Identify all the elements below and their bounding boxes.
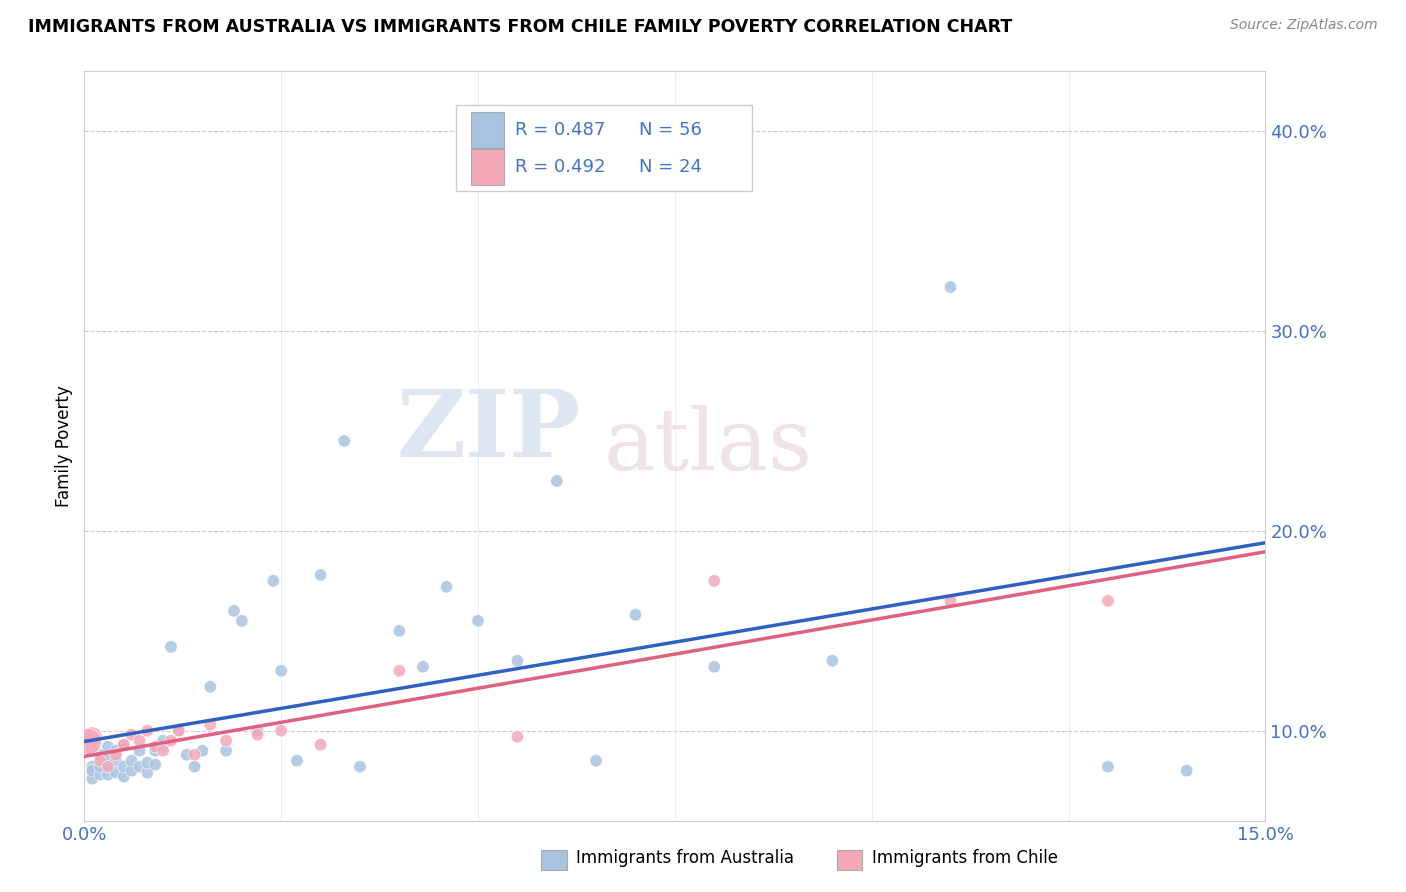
- Point: [231, 614, 253, 628]
- Point: [104, 754, 127, 768]
- Point: [128, 760, 150, 774]
- Point: [939, 280, 962, 294]
- Point: [97, 767, 120, 781]
- Point: [121, 764, 143, 778]
- Text: N = 24: N = 24: [640, 158, 703, 176]
- Point: [112, 760, 135, 774]
- Text: Immigrants from Chile: Immigrants from Chile: [872, 849, 1057, 867]
- Point: [333, 434, 356, 448]
- Point: [82, 760, 104, 774]
- Point: [215, 733, 238, 747]
- Point: [82, 730, 104, 744]
- Point: [546, 474, 568, 488]
- Point: [143, 744, 166, 758]
- Text: R = 0.492: R = 0.492: [516, 158, 606, 176]
- Point: [136, 723, 159, 738]
- Point: [262, 574, 284, 588]
- Text: IMMIGRANTS FROM AUSTRALIA VS IMMIGRANTS FROM CHILE FAMILY POVERTY CORRELATION CH: IMMIGRANTS FROM AUSTRALIA VS IMMIGRANTS …: [28, 18, 1012, 36]
- Text: N = 56: N = 56: [640, 120, 703, 139]
- Point: [215, 744, 238, 758]
- Point: [143, 757, 166, 772]
- Point: [112, 738, 135, 752]
- Point: [349, 760, 371, 774]
- Point: [121, 754, 143, 768]
- Bar: [471, 112, 503, 148]
- Point: [309, 738, 332, 752]
- Point: [82, 764, 104, 778]
- Point: [89, 754, 111, 768]
- Point: [200, 680, 222, 694]
- Point: [97, 760, 120, 774]
- Point: [270, 723, 292, 738]
- Point: [152, 739, 174, 754]
- FancyBboxPatch shape: [457, 105, 752, 191]
- Point: [246, 723, 269, 738]
- Point: [506, 654, 529, 668]
- Point: [821, 654, 844, 668]
- Point: [97, 749, 120, 764]
- Point: [506, 730, 529, 744]
- Point: [585, 754, 607, 768]
- Point: [160, 733, 183, 747]
- Point: [89, 760, 111, 774]
- Point: [143, 739, 166, 754]
- Point: [136, 756, 159, 770]
- Point: [939, 594, 962, 608]
- Point: [191, 744, 214, 758]
- Point: [104, 744, 127, 758]
- Point: [82, 765, 104, 780]
- Point: [624, 607, 647, 622]
- Text: Immigrants from Australia: Immigrants from Australia: [576, 849, 794, 867]
- Point: [112, 770, 135, 784]
- Point: [467, 614, 489, 628]
- Point: [285, 754, 308, 768]
- Point: [136, 765, 159, 780]
- Point: [167, 723, 190, 738]
- Point: [388, 664, 411, 678]
- Point: [167, 723, 190, 738]
- Point: [703, 574, 725, 588]
- Point: [200, 717, 222, 731]
- Text: R = 0.487: R = 0.487: [516, 120, 606, 139]
- Point: [412, 660, 434, 674]
- Point: [176, 747, 198, 762]
- Point: [112, 738, 135, 752]
- Point: [183, 747, 205, 762]
- Point: [152, 733, 174, 747]
- Point: [183, 760, 205, 774]
- Point: [128, 733, 150, 747]
- Point: [246, 728, 269, 742]
- Point: [97, 739, 120, 754]
- Bar: [471, 149, 503, 185]
- Point: [270, 664, 292, 678]
- Point: [1097, 760, 1119, 774]
- Point: [436, 580, 458, 594]
- Point: [222, 604, 245, 618]
- Point: [89, 767, 111, 781]
- Text: ZIP: ZIP: [396, 386, 581, 476]
- Point: [82, 744, 104, 758]
- Point: [104, 747, 127, 762]
- Point: [1175, 764, 1198, 778]
- Point: [160, 640, 183, 654]
- Point: [121, 728, 143, 742]
- Text: Source: ZipAtlas.com: Source: ZipAtlas.com: [1230, 18, 1378, 32]
- Y-axis label: Family Poverty: Family Poverty: [55, 385, 73, 507]
- Point: [152, 744, 174, 758]
- Point: [309, 567, 332, 582]
- Point: [128, 744, 150, 758]
- Point: [89, 747, 111, 762]
- Point: [1097, 594, 1119, 608]
- Point: [104, 765, 127, 780]
- Point: [77, 733, 100, 747]
- Point: [388, 624, 411, 638]
- Point: [97, 757, 120, 772]
- Point: [703, 660, 725, 674]
- Point: [82, 772, 104, 786]
- Text: atlas: atlas: [605, 404, 813, 488]
